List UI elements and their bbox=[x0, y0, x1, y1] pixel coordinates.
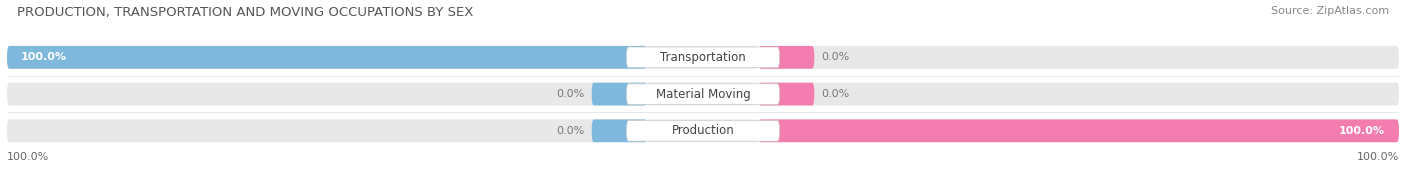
FancyBboxPatch shape bbox=[759, 119, 1399, 142]
Text: 100.0%: 100.0% bbox=[1339, 126, 1385, 136]
Text: Material Moving: Material Moving bbox=[655, 88, 751, 101]
Text: Production: Production bbox=[672, 124, 734, 137]
FancyBboxPatch shape bbox=[592, 83, 647, 105]
FancyBboxPatch shape bbox=[627, 121, 779, 141]
FancyBboxPatch shape bbox=[7, 83, 1399, 105]
Text: Source: ZipAtlas.com: Source: ZipAtlas.com bbox=[1271, 6, 1389, 16]
Text: PRODUCTION, TRANSPORTATION AND MOVING OCCUPATIONS BY SEX: PRODUCTION, TRANSPORTATION AND MOVING OC… bbox=[17, 6, 474, 19]
FancyBboxPatch shape bbox=[7, 46, 1399, 69]
FancyBboxPatch shape bbox=[592, 119, 647, 142]
Text: 0.0%: 0.0% bbox=[557, 89, 585, 99]
FancyBboxPatch shape bbox=[7, 119, 1399, 142]
FancyBboxPatch shape bbox=[7, 46, 647, 69]
FancyBboxPatch shape bbox=[627, 47, 779, 68]
FancyBboxPatch shape bbox=[627, 84, 779, 104]
Text: 100.0%: 100.0% bbox=[21, 52, 67, 62]
Text: 0.0%: 0.0% bbox=[557, 126, 585, 136]
FancyBboxPatch shape bbox=[759, 83, 814, 105]
Text: Transportation: Transportation bbox=[661, 51, 745, 64]
Text: 0.0%: 0.0% bbox=[821, 89, 849, 99]
FancyBboxPatch shape bbox=[759, 46, 814, 69]
Text: 100.0%: 100.0% bbox=[7, 152, 49, 162]
Text: 0.0%: 0.0% bbox=[821, 52, 849, 62]
Text: 100.0%: 100.0% bbox=[1357, 152, 1399, 162]
